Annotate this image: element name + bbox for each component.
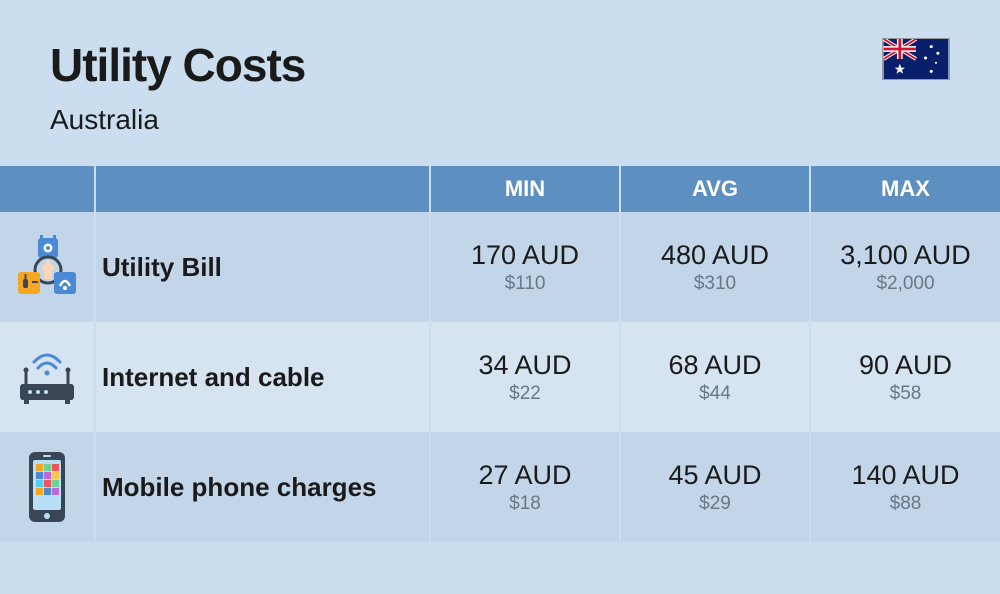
row-label: Mobile phone charges <box>95 432 430 542</box>
table-row: Utility Bill 170 AUD $110 480 AUD $310 3… <box>0 212 1000 322</box>
secondary-value: $22 <box>431 383 619 405</box>
phone-icon <box>19 448 75 526</box>
primary-value: 27 AUD <box>431 460 619 491</box>
cell-avg: 68 AUD $44 <box>620 322 810 432</box>
secondary-value: $58 <box>811 383 1000 405</box>
primary-value: 480 AUD <box>621 240 809 271</box>
header: Utility Costs Australia <box>0 0 1000 166</box>
secondary-value: $29 <box>621 493 809 515</box>
col-header-min: MIN <box>430 166 620 212</box>
cell-min: 34 AUD $22 <box>430 322 620 432</box>
cell-max: 90 AUD $58 <box>810 322 1000 432</box>
cost-table: MIN AVG MAX <box>0 166 1000 542</box>
cell-avg: 480 AUD $310 <box>620 212 810 322</box>
page-subtitle: Australia <box>50 104 305 136</box>
secondary-value: $310 <box>621 273 809 295</box>
row-icon-cell <box>0 212 95 322</box>
cell-min: 27 AUD $18 <box>430 432 620 542</box>
utility-icon <box>12 232 82 302</box>
secondary-value: $88 <box>811 493 1000 515</box>
primary-value: 3,100 AUD <box>811 240 1000 271</box>
secondary-value: $18 <box>431 493 619 515</box>
router-icon <box>12 342 82 412</box>
page-title: Utility Costs <box>50 38 305 92</box>
title-block: Utility Costs Australia <box>50 38 305 136</box>
col-header-avg: AVG <box>620 166 810 212</box>
cell-min: 170 AUD $110 <box>430 212 620 322</box>
primary-value: 140 AUD <box>811 460 1000 491</box>
col-header-max: MAX <box>810 166 1000 212</box>
row-icon-cell <box>0 322 95 432</box>
row-label: Internet and cable <box>95 322 430 432</box>
secondary-value: $44 <box>621 383 809 405</box>
table-row: Internet and cable 34 AUD $22 68 AUD $44… <box>0 322 1000 432</box>
table-row: Mobile phone charges 27 AUD $18 45 AUD $… <box>0 432 1000 542</box>
primary-value: 90 AUD <box>811 350 1000 381</box>
table-header-row: MIN AVG MAX <box>0 166 1000 212</box>
australia-flag-icon <box>882 38 950 80</box>
secondary-value: $2,000 <box>811 273 1000 295</box>
col-header-icon <box>0 166 95 212</box>
cell-avg: 45 AUD $29 <box>620 432 810 542</box>
row-label: Utility Bill <box>95 212 430 322</box>
cell-max: 140 AUD $88 <box>810 432 1000 542</box>
row-icon-cell <box>0 432 95 542</box>
primary-value: 45 AUD <box>621 460 809 491</box>
secondary-value: $110 <box>431 273 619 295</box>
col-header-label <box>95 166 430 212</box>
primary-value: 170 AUD <box>431 240 619 271</box>
cell-max: 3,100 AUD $2,000 <box>810 212 1000 322</box>
primary-value: 68 AUD <box>621 350 809 381</box>
primary-value: 34 AUD <box>431 350 619 381</box>
